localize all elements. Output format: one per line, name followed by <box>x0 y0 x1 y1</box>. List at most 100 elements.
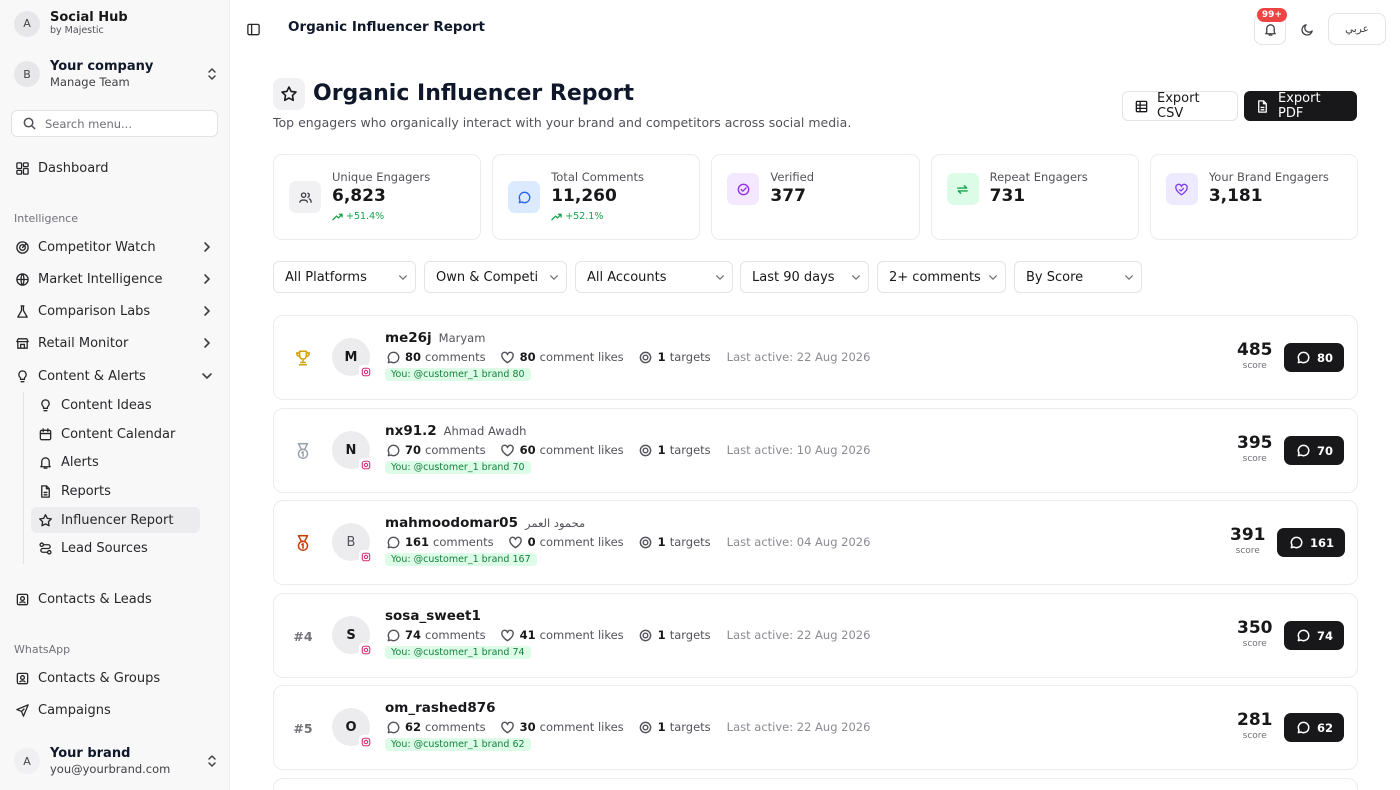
stats-row: Unique Engagers 6,823 +51.4% Total Comme… <box>273 154 1359 240</box>
search-input[interactable] <box>45 116 215 131</box>
stat-card: Your Brand Engagers 3,181 <box>1149 154 1359 240</box>
sidebar-item-market-intelligence[interactable]: Market Intelligence <box>12 265 218 293</box>
platform-select[interactable]: All Platforms <box>273 261 416 293</box>
company-avatar: B <box>14 61 40 87</box>
company-name: Your company <box>50 59 154 74</box>
engager-row[interactable]: #4 S sosa_sweet1 74 comments 41 comment … <box>273 593 1358 678</box>
search-menu <box>11 110 218 137</box>
sidebar-item-label: Dashboard <box>38 160 109 176</box>
chevrons-up-down-icon <box>206 66 218 82</box>
sidebar-item-alerts[interactable]: Alerts <box>31 449 200 475</box>
sidebar-toggle-icon[interactable] <box>244 20 262 38</box>
score-label: score <box>1242 731 1267 741</box>
engager-row[interactable]: M me26j Maryam 80 comments 80 comment lik… <box>273 315 1358 400</box>
export-pdf-button[interactable]: Export PDF <box>1244 91 1357 121</box>
sidebar-item-comparison-labs[interactable]: Comparison Labs <box>12 297 218 325</box>
brand-badge-count: 80 <box>512 369 525 380</box>
company-switcher[interactable]: B Your company Manage Team <box>14 54 218 94</box>
date-range-select[interactable]: Last 90 days <box>740 261 869 293</box>
sidebar-item-campaigns[interactable]: Campaigns <box>12 696 218 724</box>
language-button[interactable]: عربي <box>1328 13 1386 45</box>
brand-badge-label: You: @customer_1 brand <box>391 369 510 380</box>
sidebar-item-contacts-groups[interactable]: Contacts & Groups <box>12 664 218 692</box>
engager-username[interactable]: om_rashed876 <box>385 700 496 716</box>
search-icon <box>21 116 37 132</box>
section-intelligence: Intelligence <box>14 212 79 225</box>
instagram-icon <box>359 735 372 748</box>
engager-fullname: محمود العمر <box>524 516 586 530</box>
engager-row[interactable]: N nx91.2 Ahmad Awadh 70 comments 60 comme… <box>273 408 1358 493</box>
accounts-select[interactable]: All Accounts <box>575 261 733 293</box>
sort-select[interactable]: By Score <box>1014 261 1142 293</box>
likes-label: comment likes <box>539 720 624 734</box>
comment-icon <box>1288 535 1304 551</box>
user-switcher[interactable]: A Your brand you@yourbrand.com <box>14 742 218 780</box>
export-csv-button[interactable]: Export CSV <box>1122 91 1238 121</box>
last-active: Last active: 22 Aug 2026 <box>726 720 871 734</box>
chevron-right-icon <box>200 304 214 318</box>
ownership-select[interactable]: Own & Competi <box>424 261 567 293</box>
comment-icon <box>385 627 401 643</box>
sidebar-item-content-calendar[interactable]: Content Calendar <box>31 421 200 447</box>
stat-value: 3,181 <box>1208 186 1263 206</box>
notification-badge: 99+ <box>1256 8 1287 22</box>
comments-button[interactable]: 62 <box>1284 713 1345 742</box>
trophy-icon <box>291 347 315 369</box>
engager-username[interactable]: me26j <box>385 330 432 346</box>
sidebar-item-content-alerts[interactable]: Content & Alerts <box>12 362 218 390</box>
score-value: 485 <box>1237 340 1273 360</box>
sidebar-item-label: Contacts & Leads <box>38 591 152 607</box>
brand-header[interactable]: A Social Hub by Majestic <box>14 10 128 37</box>
comment-icon <box>1295 350 1311 366</box>
brand-name: Social Hub <box>50 10 128 25</box>
likes-count: 41 <box>519 628 536 642</box>
theme-toggle-button[interactable] <box>1292 13 1322 45</box>
comments-button[interactable]: 161 <box>1277 528 1346 557</box>
engager-username[interactable]: sosa_sweet1 <box>385 608 481 624</box>
engager-info: om_rashed876 62 comments 30 comment like… <box>385 700 870 751</box>
last-active: Last active: 10 Aug 2026 <box>726 443 871 457</box>
brand-badge-label: You: @customer_1 brand <box>391 739 510 750</box>
table-icon <box>1133 98 1149 114</box>
stat-value: 377 <box>770 186 806 206</box>
sidebar-item-reports[interactable]: Reports <box>31 478 200 504</box>
chevron-down-icon <box>391 262 415 292</box>
engager-username[interactable]: mahmoodomar05 <box>385 515 518 531</box>
chevron-down-icon <box>708 262 732 292</box>
engager-row[interactable]: B mahmoodomar05 محمود العمر 161 comments … <box>273 500 1358 585</box>
likes-count: 80 <box>519 350 536 364</box>
section-whatsapp: WhatsApp <box>14 643 71 656</box>
sidebar-item-competitor-watch[interactable]: Competitor Watch <box>12 233 218 261</box>
stat-delta-value: +52.1% <box>565 211 604 222</box>
sidebar-item-lead-sources[interactable]: Lead Sources <box>31 535 200 561</box>
select-value: Own & Competi <box>436 269 539 285</box>
sidebar-item-content-ideas[interactable]: Content Ideas <box>31 392 200 418</box>
chevron-down-icon <box>844 262 868 292</box>
main-content: Organic Influencer Report 99+ عربي Organ… <box>230 0 1400 790</box>
notifications-button[interactable]: 99+ <box>1254 8 1287 45</box>
sidebar-item-influencer-report[interactable]: Influencer Report <box>31 507 200 533</box>
sidebar-item-contacts-leads[interactable]: Contacts & Leads <box>12 585 218 613</box>
engager-row[interactable]: #5 O om_rashed876 62 comments 30 comment… <box>273 685 1358 770</box>
engager-row[interactable] <box>273 778 1358 790</box>
comments-button[interactable]: 80 <box>1284 343 1345 372</box>
comments-button[interactable]: 74 <box>1284 621 1345 650</box>
comments-button[interactable]: 70 <box>1284 436 1345 465</box>
target-icon <box>638 349 654 365</box>
likes-label: comment likes <box>539 535 624 549</box>
check-circle-icon <box>727 173 760 205</box>
sidebar-item-label: Alerts <box>61 454 99 470</box>
users-icon <box>289 181 321 213</box>
engager-username[interactable]: nx91.2 <box>385 423 437 439</box>
brand-badge-count: 62 <box>512 739 525 750</box>
sidebar-item-retail-monitor[interactable]: Retail Monitor <box>12 329 218 357</box>
score-box: 391 score <box>1230 525 1266 557</box>
min-comments-select[interactable]: 2+ comments <box>877 261 1006 293</box>
stat-delta: +52.1% <box>551 211 603 222</box>
sidebar-item-dashboard[interactable]: Dashboard <box>12 154 218 182</box>
stat-delta-value: +51.4% <box>346 211 385 222</box>
comments-count: 70 <box>405 443 422 457</box>
stat-card: Verified 377 <box>711 154 920 240</box>
select-value: All Platforms <box>285 269 367 285</box>
score-value: 395 <box>1237 433 1273 453</box>
